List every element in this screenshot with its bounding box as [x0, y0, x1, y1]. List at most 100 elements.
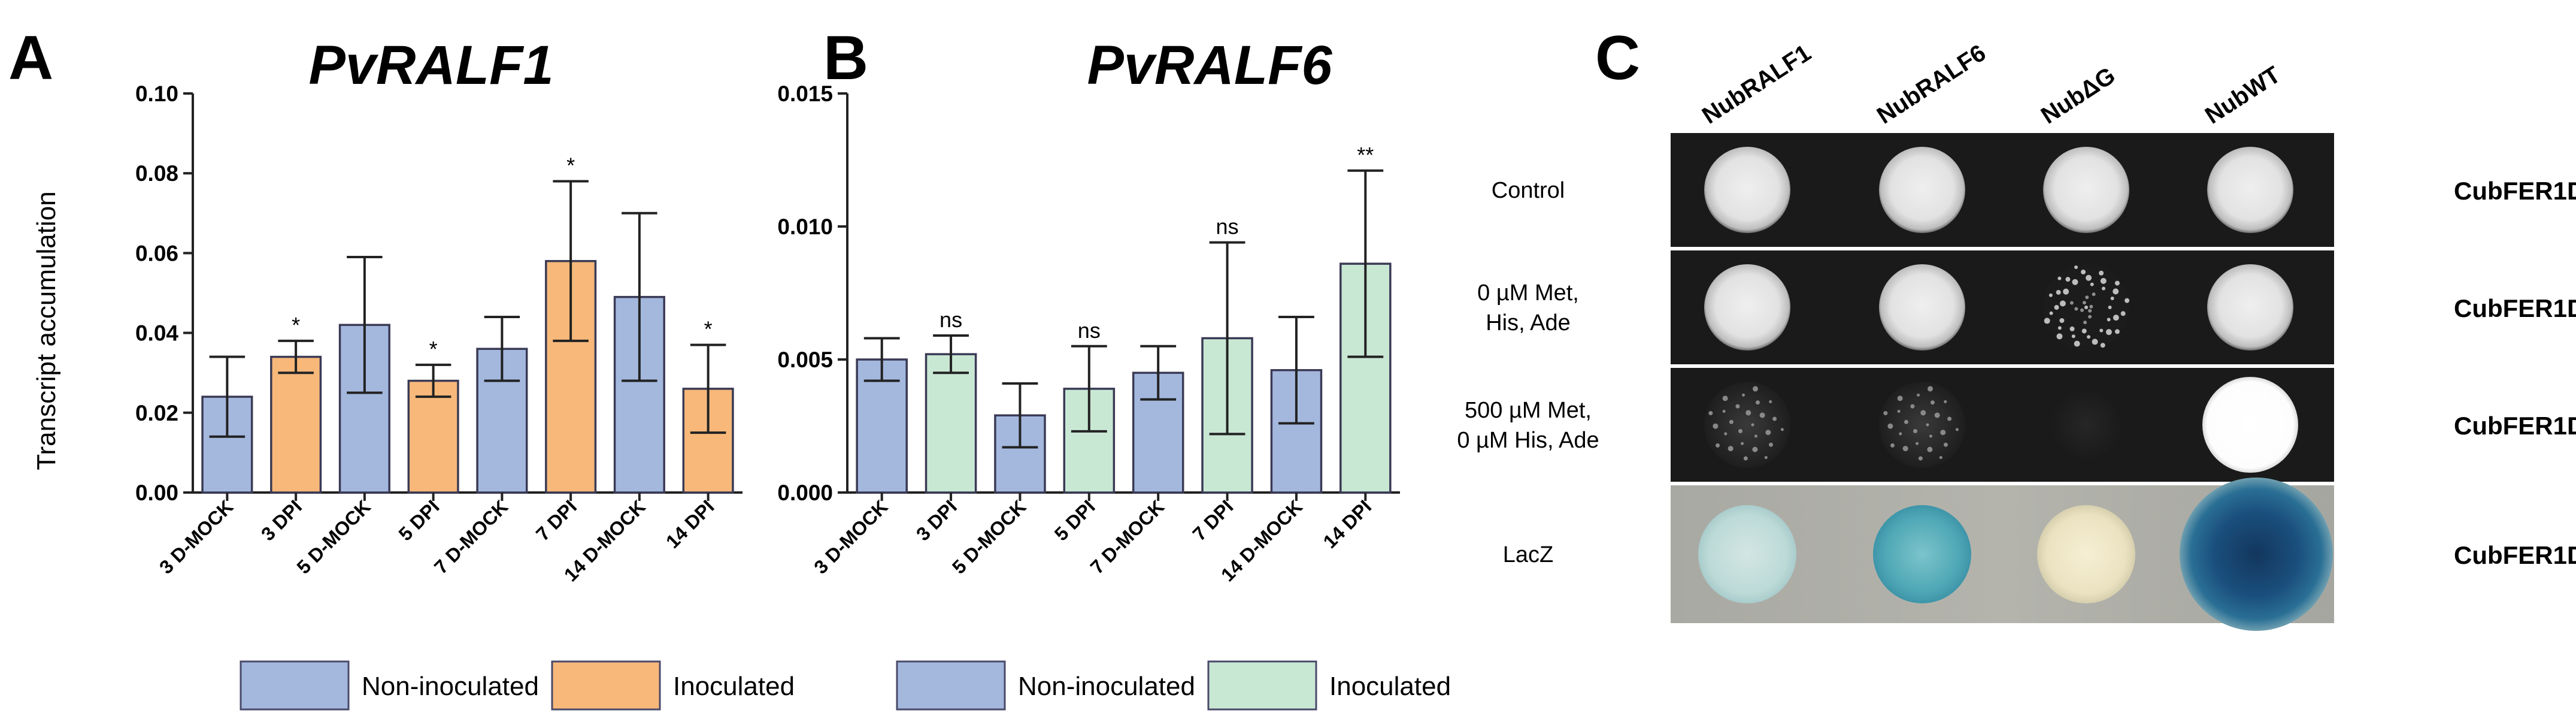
colony-spot	[2202, 377, 2298, 473]
error-bar	[1140, 345, 1177, 401]
x-tick-label: 3 DPI	[257, 496, 306, 545]
legend-b-label-inoculated: Inoculated	[1329, 672, 1451, 701]
chart-a-y-axis-label: Transcript accumulation	[32, 191, 61, 470]
colony-spot	[1704, 382, 1790, 468]
y-tick-label: 0.04	[135, 321, 178, 346]
x-tick-label: 14 DPI	[662, 496, 719, 552]
colony-spot	[1873, 505, 1971, 603]
error-bar	[553, 180, 589, 342]
panel-c-yeast-assay: NubRALF1 NubRALF6 NubΔG NubWT Control CubFER1…	[1457, 40, 2576, 631]
x-tick-label: 7 DPI	[1188, 496, 1237, 545]
chart-a-marks: 0.00 0.02 0.04 0.06 0.08 0.10 3 D-MOCK 3 DPI * 5 …	[135, 81, 743, 585]
strain-label: CubFER1DK	[2454, 177, 2576, 205]
error-bar	[1002, 382, 1038, 449]
colony-spot	[1698, 505, 1796, 603]
significance-label: *	[704, 317, 713, 342]
legend-a-label-inoculated: Inoculated	[673, 672, 795, 701]
bar	[270, 355, 322, 494]
error-bar	[278, 339, 314, 374]
x-tick-label: 7 D-MOCK	[1086, 496, 1168, 578]
colony-spot	[2043, 264, 2130, 351]
colony-spot	[2180, 478, 2333, 631]
error-bar	[484, 315, 520, 382]
error-bar	[933, 334, 969, 374]
significance-label: ns	[1216, 215, 1239, 239]
chart-a: PvRALF1 Transcript accumulation 0.00 0.02…	[32, 35, 743, 585]
x-tick-label: 7 D-MOCK	[430, 496, 512, 578]
x-tick-label: 14 DPI	[1319, 496, 1376, 552]
legend-b-swatch-inoculated	[1207, 660, 1317, 711]
error-bar	[1209, 241, 1245, 436]
colony-spot	[2207, 264, 2293, 351]
colony-spot	[1879, 264, 1965, 351]
x-tick-label: 5 D-MOCK	[292, 496, 374, 578]
bar	[925, 353, 977, 494]
x-tick-label: 5 D-MOCK	[948, 496, 1030, 578]
chart-b: PvRALF6 0.000 0.005 0.010 0.015 3 D-MOCK 3 DP…	[777, 35, 1400, 585]
y-tick-label: 0.005	[777, 348, 833, 372]
significance-label: *	[566, 153, 575, 178]
legend-a-swatch-inoculated	[551, 660, 661, 711]
row-label: His, Ade	[1486, 310, 1571, 336]
column-header: NubΔG	[2036, 62, 2120, 129]
significance-label: ns	[940, 307, 962, 332]
row-label: 0 µM His, Ade	[1457, 428, 1599, 453]
legend-a: Non-inoculated Inoculated	[240, 660, 795, 711]
colony-spot	[1704, 147, 1790, 233]
chart-a-title: PvRALF1	[309, 35, 554, 96]
error-bar	[622, 212, 657, 382]
panel-letter-a: A	[8, 23, 53, 93]
colony-spot	[2207, 147, 2293, 233]
assay-row: 500 µM Met, 0 µM His, Ade CubFER1DK	[1457, 368, 2576, 482]
y-tick-label: 0.06	[135, 241, 178, 265]
strain-label: CubFER1DK	[2454, 541, 2576, 569]
colony-spot	[1704, 264, 1790, 351]
legend-b-label-non-inoculated: Non-inoculated	[1018, 672, 1195, 701]
column-header: NubWT	[2201, 61, 2285, 129]
panel-letter-b: B	[823, 23, 868, 93]
assay-row: LacZ CubFER1DK	[1503, 478, 2576, 631]
error-bar	[1278, 315, 1314, 425]
significance-label: ns	[1078, 318, 1101, 343]
column-header: NubRALF1	[1698, 40, 1816, 129]
chart-b-marks: 0.000 0.005 0.010 0.015 3 D-MOCK 3 DPI ns 5 D-M…	[777, 81, 1400, 585]
y-tick-label: 0.010	[777, 215, 833, 239]
error-bar	[415, 363, 451, 398]
assay-row: 0 µM Met, His, Ade CubFER1DK	[1477, 250, 2576, 364]
x-tick-label: 3 DPI	[912, 496, 961, 545]
bar	[407, 379, 459, 494]
y-tick-label: 0.015	[777, 81, 833, 106]
error-bar	[347, 256, 383, 394]
legend-a-label-non-inoculated: Non-inoculated	[362, 672, 539, 701]
colony-spot	[1879, 382, 1965, 468]
error-bar	[1347, 169, 1384, 358]
y-tick-label: 0.000	[777, 481, 833, 505]
y-tick-label: 0.02	[135, 401, 178, 425]
y-tick-label: 0.00	[135, 481, 178, 505]
error-bar	[690, 343, 726, 434]
assay-row: Control CubFER1DK	[1492, 133, 2576, 247]
error-bar	[1071, 345, 1107, 433]
legend-b-swatch-non-inoculated	[896, 660, 1006, 711]
legend-b: Non-inoculated Inoculated	[896, 660, 1451, 711]
column-header: NubRALF6	[1872, 40, 1990, 129]
colony-spot	[1879, 147, 1965, 233]
chart-b-title: PvRALF6	[1087, 35, 1333, 96]
row-label: LacZ	[1503, 542, 1553, 567]
colony-spot	[2043, 147, 2129, 233]
x-tick-label: 5 DPI	[1050, 496, 1099, 545]
strain-label: CubFER1DK	[2454, 412, 2576, 440]
x-tick-label: 3 D-MOCK	[810, 496, 892, 578]
x-tick-label: 3 D-MOCK	[155, 496, 237, 578]
error-bar	[863, 337, 900, 382]
colony-spot	[2050, 389, 2122, 461]
strain-label: CubFER1DK	[2454, 294, 2576, 322]
row-label: 500 µM Met,	[1465, 398, 1592, 423]
x-tick-label: 7 DPI	[532, 496, 581, 545]
significance-label: *	[429, 337, 438, 361]
y-tick-label: 0.08	[135, 161, 178, 186]
row-label: 0 µM Met,	[1477, 280, 1579, 306]
colony-spot	[2037, 505, 2135, 603]
legend-a-swatch-non-inoculated	[240, 660, 350, 711]
